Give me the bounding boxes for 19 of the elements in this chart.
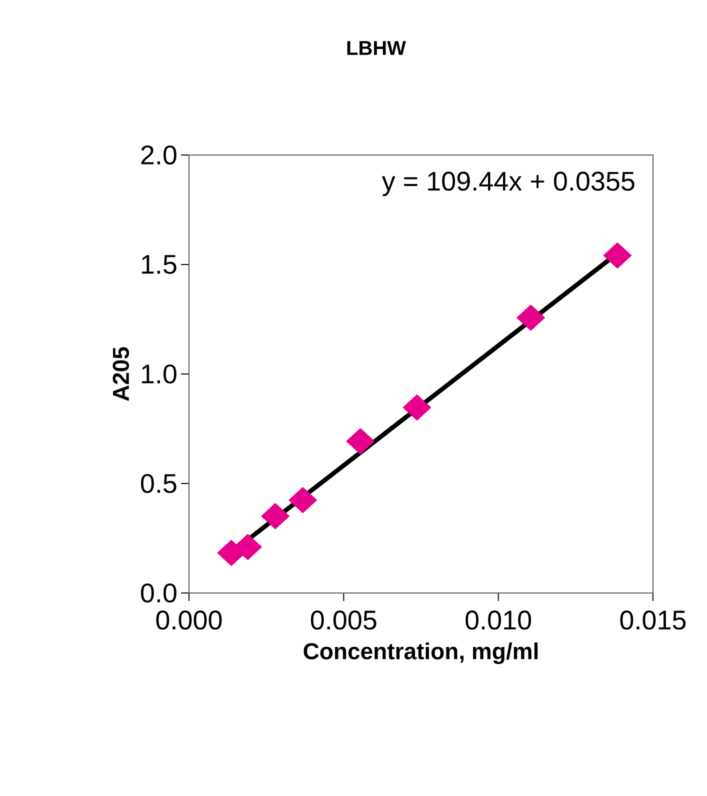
- point: [516, 304, 546, 331]
- y-tick-label: 0.0: [140, 583, 176, 603]
- x-tick-label: 0.015: [620, 610, 686, 630]
- x-tick-label: 0.000: [156, 610, 222, 630]
- x-axis-title: Concentration, mg/ml: [304, 642, 538, 664]
- annotation: y = 109.44x + 0.0355: [382, 172, 634, 196]
- point: [603, 242, 632, 269]
- y-tick-label: 1.0: [142, 364, 176, 384]
- point: [346, 428, 375, 454]
- chart-title: LBHW: [347, 41, 406, 55]
- x-tick-label: 0.005: [310, 610, 376, 630]
- point: [402, 394, 432, 421]
- y-tick-label: 2.0: [141, 145, 176, 165]
- point: [260, 502, 290, 530]
- y-tick-label: 1.5: [142, 255, 176, 274]
- point: [288, 486, 318, 514]
- y-axis-title: A205: [112, 347, 130, 401]
- x-tick-label: 0.010: [466, 610, 532, 630]
- y-tick-label: 0.5: [140, 474, 176, 494]
